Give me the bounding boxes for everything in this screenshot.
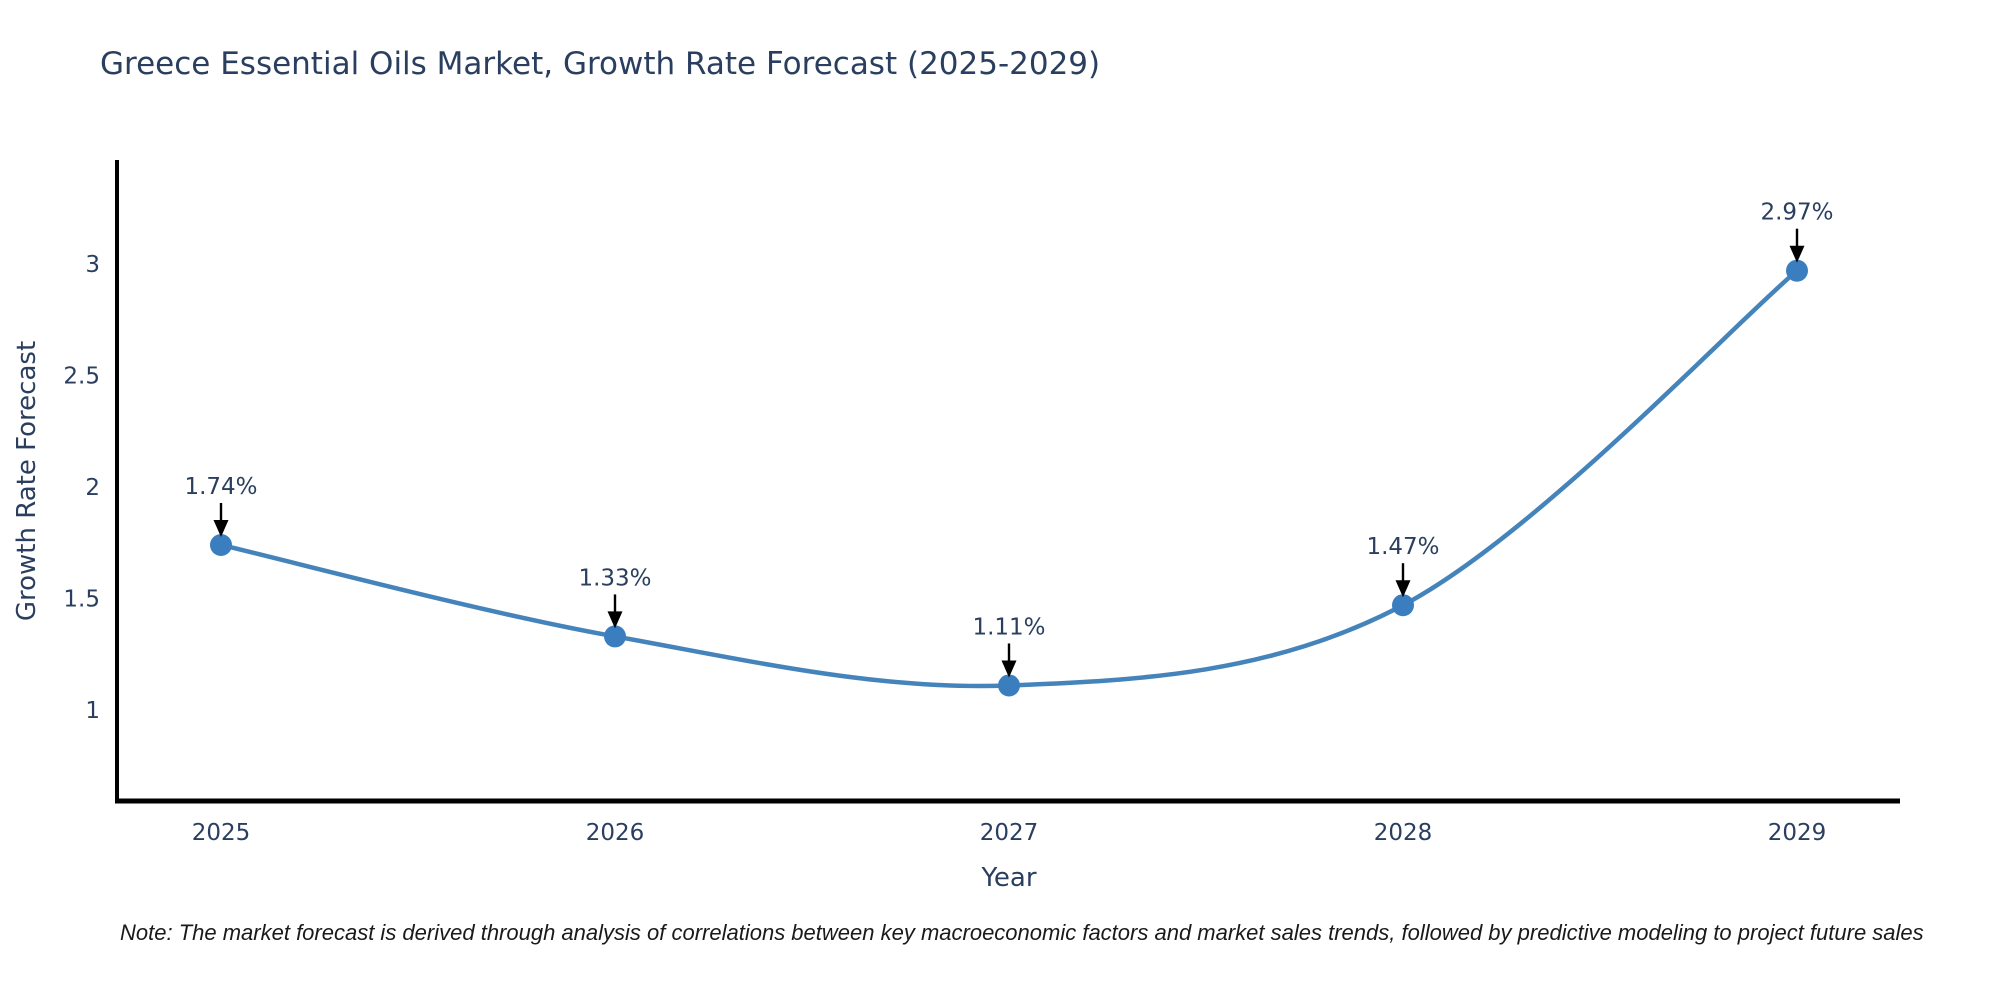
x-tick-label: 2029 [1768,820,1827,846]
y-tick-label: 2.5 [63,364,100,390]
point-value-label: 1.33% [578,565,651,591]
data-point-marker [1392,594,1414,617]
annotation-arrowhead-icon [607,611,623,629]
x-tick-label: 2026 [586,820,645,846]
annotation-arrowhead-icon [1789,245,1805,263]
y-tick-label: 1.5 [63,587,100,613]
point-value-label: 1.11% [972,614,1045,640]
y-tick-label: 3 [85,252,100,278]
y-tick-label: 1 [85,698,100,724]
point-value-label: 2.97% [1760,200,1833,226]
annotation-arrowhead-icon [213,519,229,537]
chart-title: Greece Essential Oils Market, Growth Rat… [100,46,1101,82]
point-value-label: 1.47% [1366,534,1439,560]
x-tick-label: 2025 [192,820,251,846]
data-point-marker [604,625,626,648]
chart-footnote: Note: The market forecast is derived thr… [120,920,1924,945]
data-point-marker [1786,259,1808,282]
annotation-arrowhead-icon [1395,580,1411,598]
x-tick-label: 2028 [1374,820,1433,846]
data-point-marker [998,674,1020,697]
data-point-marker [210,533,232,556]
annotation-arrowhead-icon [1001,660,1017,678]
point-value-label: 1.74% [184,474,257,500]
y-tick-label: 2 [85,475,100,501]
y-axis-title: Growth Rate Forecast [12,340,42,622]
x-tick-label: 2027 [980,820,1039,846]
x-axis-title: Year [981,863,1037,893]
